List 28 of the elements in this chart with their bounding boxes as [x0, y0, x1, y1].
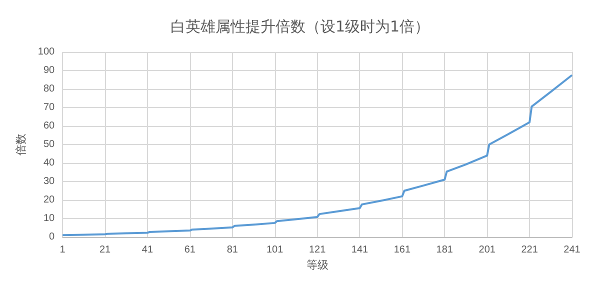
y-tick-label: 20 — [43, 194, 56, 206]
y-tick-label: 80 — [43, 84, 56, 94]
x-tick-label: 161 — [394, 244, 411, 256]
x-tick-label: 61 — [184, 244, 196, 256]
y-axis-title: 倍数 — [14, 134, 28, 156]
x-tick-label: 221 — [521, 244, 538, 256]
x-tick-label: 41 — [142, 244, 154, 256]
y-tick-label: 50 — [43, 139, 56, 150]
x-tick-label: 181 — [436, 244, 454, 256]
y-tick-label: 90 — [43, 65, 56, 76]
x-tick-label: 101 — [266, 244, 284, 256]
x-tick-label: 1 — [60, 244, 66, 256]
y-tick-label: 30 — [43, 176, 56, 187]
chart-title: 白英雄属性提升倍数（设1级时为1倍） — [170, 18, 430, 36]
x-tick-label: 121 — [308, 244, 326, 256]
y-tick-label: 0 — [49, 232, 56, 242]
y-tick-label: 60 — [43, 120, 56, 132]
x-tick-label: 81 — [226, 244, 238, 256]
x-tick-label: 141 — [351, 244, 369, 256]
x-tick-label: 21 — [99, 244, 112, 256]
y-tick-label: 70 — [43, 102, 56, 113]
y-tick-label: 40 — [43, 158, 56, 168]
y-tick-label: 10 — [43, 213, 56, 224]
x-tick-label: 241 — [564, 244, 581, 256]
line-series — [62, 74, 573, 236]
x-tick-label: 201 — [478, 244, 496, 256]
y-tick-label: 100 — [38, 46, 56, 58]
x-axis-title: 等级 — [306, 259, 328, 272]
